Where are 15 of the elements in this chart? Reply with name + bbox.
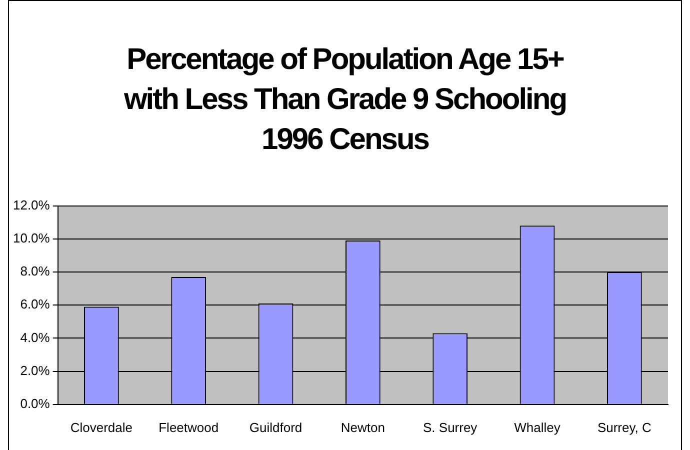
y-tick-label: 8.0% — [20, 264, 50, 279]
y-tick-label: 6.0% — [20, 296, 50, 312]
x-tick-label: Surrey, C — [597, 420, 652, 435]
x-tick-label: Newton — [340, 420, 385, 435]
y-tick-label: 12.0% — [12, 197, 50, 212]
y-tick-label: 0.0% — [20, 396, 50, 411]
chart-title: Percentage of Population Age 15+ with Less Than Grade 9 Schooling 1996 Census — [122, 42, 568, 158]
x-tick-label: Whalley — [514, 420, 561, 435]
x-tick-label: Guildford — [249, 420, 302, 435]
x-tick-label: Fleetwood — [158, 420, 219, 435]
x-tick-label: Cloverdale — [70, 420, 133, 435]
y-tick-label: 10.0% — [12, 230, 50, 246]
y-tick-label: 2.0% — [20, 362, 50, 378]
x-tick-label: S. Surrey — [423, 420, 478, 435]
y-tick-label: 4.0% — [20, 330, 50, 345]
